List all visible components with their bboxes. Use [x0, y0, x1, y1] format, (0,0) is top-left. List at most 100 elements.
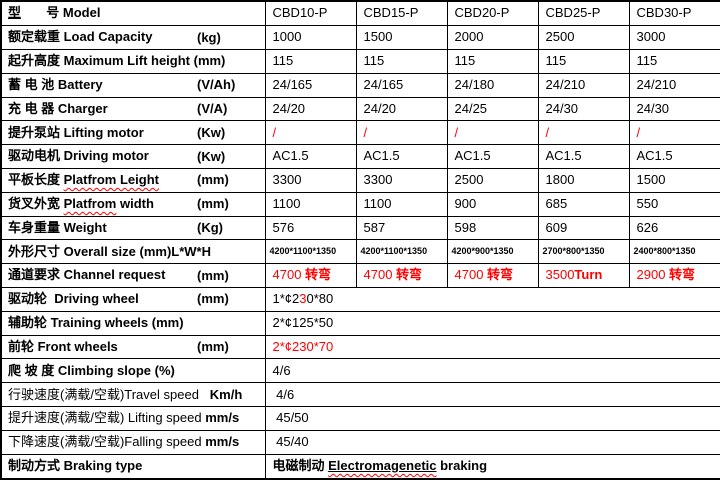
text-run: 1100 — [363, 196, 392, 212]
text-run: 115 — [454, 53, 476, 69]
label-weight: 车身重量 Weight (Kg) — [0, 215, 266, 241]
unit-platform-length: (mm) — [197, 172, 229, 188]
text-run: 45/50 — [272, 410, 309, 426]
value-model-5: CBD30-P — [628, 0, 720, 27]
text-run: 型 — [8, 5, 22, 21]
text-run: 3300 — [363, 172, 393, 188]
value-weight-5: 626 — [628, 215, 720, 241]
text-run: 1100 — [272, 196, 301, 212]
value-platform-length-4: 1800 — [537, 167, 630, 193]
text-run: 制动方式 Braking type — [8, 458, 143, 474]
text-run: 24/30 — [636, 100, 670, 116]
value-lifting-motor-4: / — [537, 120, 630, 146]
value-front-wheels: 2*¢230*70 — [264, 334, 720, 360]
unit-load-capacity: (kg) — [197, 29, 221, 45]
row-channel-request: 通道要求 Channel request (mm) 4700 转弯 4700 转弯 47… — [0, 263, 720, 289]
text-run: 转弯 — [669, 267, 696, 283]
value-model-4: CBD25-P — [537, 0, 630, 27]
value-overall-size-5: 2400*800*1350 — [628, 239, 720, 265]
value-lift-height-1: 115 — [264, 48, 357, 74]
text-run: 外形尺寸 Overall size (mm)L*W*H — [8, 243, 211, 259]
row-overall-size: 外形尺寸 Overall size (mm)L*W*H 4200*1100*135… — [0, 239, 720, 265]
label-falling-speed: 下降速度(满载/空载)Falling speed mm/s — [0, 429, 266, 455]
text-run: 前轮 Front wheels — [8, 338, 118, 354]
text-run: mm/s — [205, 410, 240, 426]
value-platform-width-3: 900 — [446, 191, 539, 217]
value-overall-size-1: 4200*1100*1350 — [264, 239, 357, 265]
text-run: 3300 — [272, 172, 302, 188]
text-run: CBD10-P — [272, 5, 328, 21]
value-charger-4: 24/30 — [537, 96, 630, 122]
label-training-wheels: 辅助轮 Training wheels (mm) — [0, 310, 266, 336]
text-run: Platfrom Leight — [63, 172, 159, 188]
label-climbing-slope: 爬 坡 度 Climbing slope (%) — [0, 358, 266, 384]
text-run: 2*¢125*50 — [272, 315, 334, 331]
text-run: 598 — [454, 219, 477, 235]
row-driving-wheel: 驱动轮 Driving wheel (mm) 1*¢230*80 — [0, 287, 720, 312]
row-battery: 蓄 电 池 Battery (V/Ah) 24/165 24/165 24/180 24/… — [0, 72, 720, 98]
value-battery-2: 24/165 — [355, 72, 448, 98]
text-run: 2900 — [636, 267, 670, 283]
text-run: braking — [436, 458, 488, 474]
text-run: / — [363, 124, 368, 140]
unit-channel-request: (mm) — [197, 267, 229, 283]
text-run: 4/6 — [272, 362, 291, 378]
text-run: / — [545, 124, 550, 140]
value-battery-3: 24/180 — [446, 72, 539, 98]
text-run: 24/165 — [363, 76, 404, 92]
text-run: 下降速度(满载/空载)Falling speed — [8, 434, 206, 450]
value-falling-speed: 45/40 — [264, 429, 720, 455]
row-platform-width: 货叉外宽 Platfrom width (mm) 1100 1100 900 685 550 — [0, 191, 720, 217]
text-run: Platfrom — [63, 196, 117, 212]
label-lifting-speed: 提升速度(满载/空载) Lifting speed mm/s — [0, 406, 266, 431]
row-lifting-motor: 提升泵站 Lifting motor (Kw) / / / / / — [0, 120, 720, 146]
text-run: 587 — [363, 219, 386, 235]
text-run: 行驶速度(满载/空载)Travel speed — [8, 386, 210, 402]
value-climbing-slope: 4/6 — [264, 358, 720, 384]
value-weight-1: 576 — [264, 215, 357, 241]
text-run: CBD20-P — [454, 5, 510, 21]
text-run: Turn — [574, 267, 603, 283]
unit-front-wheels: (mm) — [197, 338, 229, 354]
value-platform-width-2: 1100 — [355, 191, 448, 217]
row-charger: 充 电 器 Charger (V/A) 24/20 24/20 24/25 24/30 24… — [0, 96, 720, 122]
value-braking-type: 电磁制动 Electromagenetic braking — [264, 453, 720, 480]
text-run: AC1.5 — [454, 148, 491, 164]
value-driving-motor-1: AC1.5 — [264, 144, 357, 169]
text-run: 额定载重 Load Capacity — [8, 29, 153, 45]
text-run: 电磁制动 — [272, 458, 329, 474]
text-run: / — [636, 124, 641, 140]
row-weight: 车身重量 Weight (Kg) 576 587 598 609 626 — [0, 215, 720, 241]
text-run: 4200*900*1350 — [451, 245, 514, 256]
text-run: 550 — [636, 196, 659, 212]
text-run: 货叉外宽 — [8, 196, 64, 212]
label-lift-height: 起升高度 Maximum Lift height (mm) — [0, 48, 266, 74]
text-run: 115 — [636, 53, 658, 69]
value-lifting-motor-5: / — [628, 120, 720, 146]
text-run: 24/30 — [545, 100, 579, 116]
unit-driving-wheel: (mm) — [197, 291, 229, 307]
label-charger: 充 电 器 Charger (V/A) — [0, 96, 266, 122]
text-run: Electromagenetic — [328, 458, 437, 474]
text-run: 通道要求 Channel request — [8, 267, 166, 283]
text-run: AC1.5 — [272, 148, 309, 164]
value-travel-speed: 4/6 — [264, 382, 720, 408]
value-driving-motor-3: AC1.5 — [446, 144, 539, 169]
text-run: 2500 — [454, 172, 484, 188]
text-run: 115 — [363, 53, 385, 69]
row-falling-speed: 下降速度(满载/空载)Falling speed mm/s 45/40 — [0, 429, 720, 455]
text-run: 685 — [545, 196, 568, 212]
value-platform-length-1: 3300 — [264, 167, 357, 193]
text-run: 24/210 — [636, 76, 677, 92]
text-run: 辅助轮 Training wheels (mm) — [8, 315, 184, 331]
unit-charger: (V/A) — [197, 100, 228, 116]
label-platform-length: 平板长度 Platfrom Leight (mm) — [0, 167, 266, 193]
label-overall-size: 外形尺寸 Overall size (mm)L*W*H — [0, 239, 266, 265]
value-overall-size-2: 4200*1100*1350 — [355, 239, 448, 265]
value-charger-3: 24/25 — [446, 96, 539, 122]
value-charger-5: 24/30 — [628, 96, 720, 122]
value-driving-motor-2: AC1.5 — [355, 144, 448, 169]
